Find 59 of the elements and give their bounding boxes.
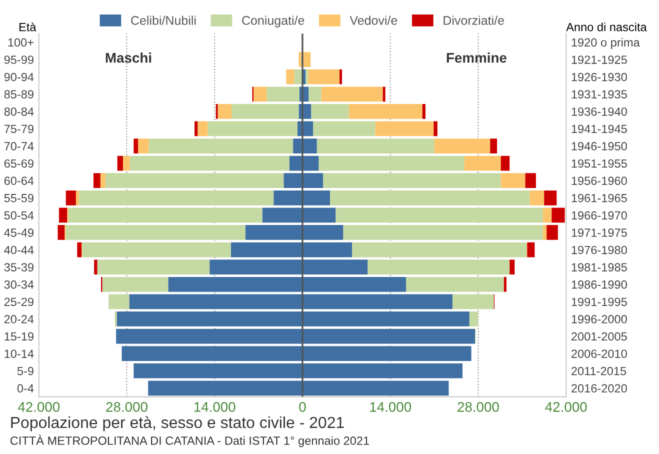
y2-tick-label: 1936-1940 bbox=[572, 107, 627, 116]
y-tick-label: 85-89 bbox=[4, 90, 34, 99]
x-tick-label: 42.000 bbox=[545, 402, 587, 412]
y2-tick-label: 1951-1955 bbox=[572, 159, 627, 168]
y-tick-label: 65-69 bbox=[4, 159, 34, 168]
x-tick-label: 14.000 bbox=[370, 402, 412, 412]
y-tick-label: 75-79 bbox=[4, 124, 34, 134]
x-tick-label: 14.000 bbox=[194, 402, 236, 412]
y2-tick-label: 1931-1935 bbox=[572, 90, 627, 99]
y2-tick-label: 1966-1970 bbox=[572, 211, 627, 220]
annotation: Maschi bbox=[106, 52, 152, 63]
y-tick-label: 35-39 bbox=[4, 263, 34, 272]
y2-tick-label: 1956-1960 bbox=[572, 176, 627, 185]
x-tick-label: 28.000 bbox=[458, 402, 499, 412]
legend-label: Celibi/Nubili bbox=[131, 16, 196, 25]
y2-tick-label: 2011-2015 bbox=[572, 366, 626, 376]
text: CITTÀ METROPOLITANA DI CATANIA - Dati ISTAT 1° gennaio 2021 bbox=[10, 434, 369, 448]
legend-label: Divorziati/e bbox=[444, 16, 504, 25]
annotation: Femmine bbox=[446, 52, 506, 63]
y2-tick-label: 1976-1980 bbox=[572, 246, 627, 254]
y2-axis-title: Anno di nascita bbox=[566, 22, 647, 32]
y2-tick-label: 1941-1945 bbox=[572, 124, 627, 134]
y2-tick-label: 1981-1985 bbox=[572, 263, 627, 272]
x-tick-label: 42.000 bbox=[18, 402, 60, 412]
y-tick-label: 90-94 bbox=[4, 72, 34, 82]
legend-label: Coniugati/e bbox=[242, 16, 304, 28]
y-tick-label: 30-34 bbox=[4, 280, 34, 289]
y-axis-title: Età bbox=[19, 22, 36, 32]
y-tick-label: 15-19 bbox=[4, 332, 34, 341]
y-tick-label: 50-54 bbox=[4, 211, 34, 220]
y-tick-label: 10-14 bbox=[4, 350, 34, 358]
y-tick-label: 60-64 bbox=[4, 176, 34, 185]
y-tick-label: 80-84 bbox=[4, 107, 34, 116]
y-tick-label: 55-59 bbox=[4, 194, 34, 202]
y2-tick-label: 1971-1975 bbox=[572, 228, 627, 237]
y-tick-label: 5-9 bbox=[17, 366, 34, 376]
y-tick-label: 95-99 bbox=[4, 56, 34, 64]
y2-tick-label: 1996-2000 bbox=[572, 315, 627, 324]
y2-tick-label: 1946-1950 bbox=[572, 142, 627, 150]
y2-tick-label: 2016-2020 bbox=[572, 384, 627, 393]
text: Popolazione per età, sesso e stato civile - 2021 bbox=[11, 416, 344, 432]
y2-tick-label: 1920 o prima bbox=[572, 38, 640, 49]
y2-tick-label: 2001-2005 bbox=[572, 332, 627, 341]
y2-tick-label: 1991-1995 bbox=[572, 298, 627, 306]
y-tick-label: 20-24 bbox=[4, 315, 34, 324]
y-tick-label: 100+ bbox=[8, 38, 34, 47]
y-tick-label: 25-29 bbox=[4, 298, 34, 306]
y-tick-label: 40-44 bbox=[4, 246, 34, 254]
x-tick-label: 0 bbox=[299, 402, 306, 412]
legend-label: Vedovi/e bbox=[350, 16, 398, 25]
y-tick-label: 45-49 bbox=[4, 228, 34, 237]
y2-tick-label: 1986-1990 bbox=[572, 280, 627, 289]
y2-tick-label: 2006-2010 bbox=[572, 350, 627, 358]
y-tick-label: 0-4 bbox=[17, 384, 34, 393]
y2-tick-label: 1961-1965 bbox=[572, 194, 627, 202]
y2-tick-label: 1926-1930 bbox=[572, 72, 627, 82]
y2-tick-label: 1921-1925 bbox=[572, 56, 627, 64]
y-tick-label: 70-74 bbox=[4, 142, 34, 150]
x-tick-label: 28.000 bbox=[106, 402, 148, 412]
